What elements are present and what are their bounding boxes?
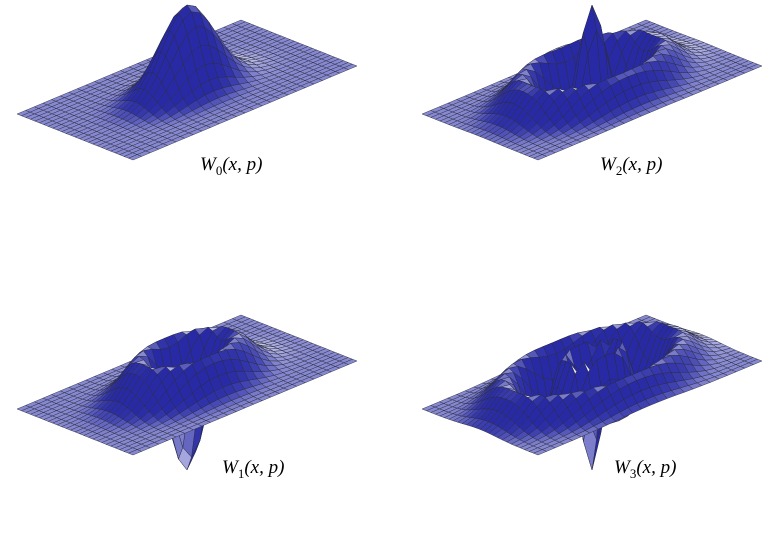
label-index: 0: [216, 163, 223, 178]
label-symbol: W: [222, 457, 240, 478]
label-index: 2: [616, 163, 623, 178]
label-symbol: W: [600, 154, 618, 175]
panel-label: W3(x, p): [614, 457, 676, 481]
label-args: (x, p): [244, 457, 284, 478]
panel-label: W0(x, p): [200, 154, 262, 178]
surface-plot: [421, 314, 763, 471]
panel-label: W2(x, p): [600, 154, 662, 178]
mesh-cell: [128, 154, 142, 161]
label-args: (x, p): [622, 154, 662, 175]
mesh-cell: [128, 449, 142, 456]
label-index: 3: [630, 466, 637, 481]
label-index: 1: [238, 466, 245, 481]
surface-plot: [16, 4, 358, 161]
label-args: (x, p): [222, 154, 262, 175]
label-symbol: W: [200, 154, 218, 175]
surface-plot: [421, 4, 763, 161]
surface-plot: [16, 314, 358, 471]
label-args: (x, p): [636, 457, 676, 478]
mesh-cell: [533, 154, 547, 161]
panel-label: W1(x, p): [222, 457, 284, 481]
label-symbol: W: [614, 457, 632, 478]
mesh-cell: [533, 449, 547, 456]
